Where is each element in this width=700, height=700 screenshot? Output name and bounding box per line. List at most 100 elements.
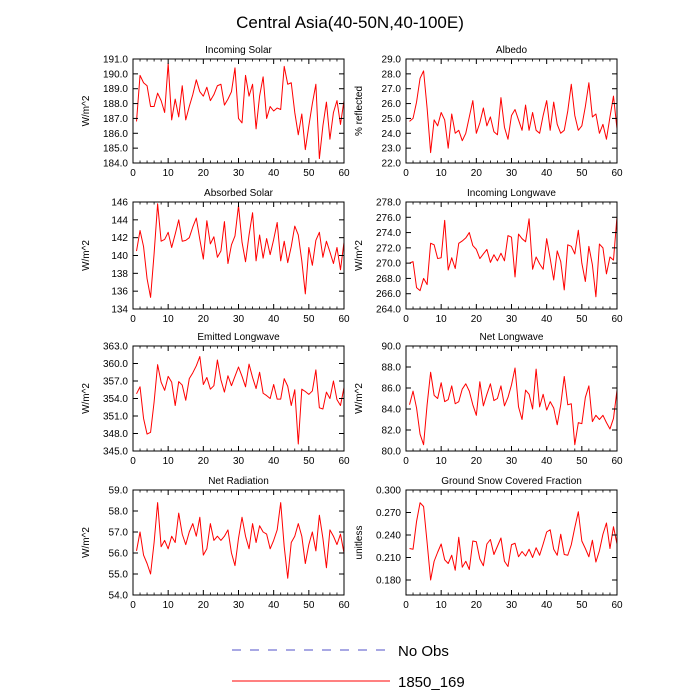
- y-tick-label: 144: [111, 215, 128, 226]
- y-tick-label: 360.0: [103, 359, 128, 370]
- x-tick-label: 60: [338, 168, 350, 179]
- x-tick-label: 50: [303, 600, 315, 611]
- figure-title: Central Asia(40-50N,40-100E): [236, 13, 464, 32]
- x-tick-label: 50: [576, 168, 588, 179]
- legend-label-1850-169: 1850_169: [398, 674, 465, 691]
- x-tick-label: 20: [198, 314, 210, 325]
- series-line-1850-169: [409, 367, 618, 446]
- series-line-1850-169: [136, 62, 345, 160]
- x-tick-label: 10: [163, 456, 175, 467]
- x-tick-label: 40: [541, 314, 553, 325]
- x-tick-label: 10: [163, 168, 175, 179]
- y-tick-label: 55.0: [109, 570, 129, 581]
- y-tick-label: 26.0: [382, 99, 402, 110]
- y-tick-label: 84.0: [382, 405, 402, 416]
- series-line-1850-169: [409, 216, 618, 298]
- x-tick-label: 40: [268, 600, 280, 611]
- panel-albedo: Albedo % reflected 0 10 20 30 40 50 60 22.0 23.0 24…: [354, 45, 623, 179]
- y-tick-label: 146: [111, 198, 128, 209]
- series-line-1850-169: [136, 356, 345, 445]
- y-tick-label: 345.0: [103, 447, 128, 458]
- x-tick-label: 30: [506, 600, 518, 611]
- x-tick-label: 40: [541, 168, 553, 179]
- x-tick-label: 0: [403, 314, 409, 325]
- panel-emitted-longwave: Emitted Longwave W/m^2 0 10 20 30 40 50 60 345.0 3…: [81, 332, 350, 467]
- panel-ground-snow-covered-fraction: Ground Snow Covered Fraction unitless 0 10 2…: [354, 476, 623, 611]
- y-tick-label: 28.0: [382, 69, 402, 80]
- y-tick-label: 188.0: [103, 99, 128, 110]
- x-tick-label: 0: [130, 314, 136, 325]
- y-axis-label: % reflected: [354, 86, 365, 136]
- panel-title: Ground Snow Covered Fraction: [441, 476, 582, 487]
- x-tick-label: 20: [471, 456, 483, 467]
- x-tick-label: 40: [268, 456, 280, 467]
- x-tick-label: 20: [471, 168, 483, 179]
- y-tick-label: 189.0: [103, 84, 128, 95]
- legend: No Obs 1850_169: [232, 643, 465, 691]
- y-tick-label: 184.0: [103, 159, 128, 170]
- y-axis-label: unitless: [354, 526, 365, 560]
- series-line-1850-169: [136, 502, 345, 579]
- panel-title: Incoming Solar: [205, 45, 272, 56]
- y-tick-label: 0.300: [376, 486, 401, 497]
- y-tick-label: 0.210: [376, 553, 401, 564]
- x-tick-label: 40: [541, 600, 553, 611]
- y-tick-label: 274.0: [376, 228, 401, 239]
- x-tick-label: 10: [163, 314, 175, 325]
- x-tick-label: 10: [436, 456, 448, 467]
- x-tick-label: 60: [338, 314, 350, 325]
- y-axis-label: W/m^2: [354, 383, 365, 414]
- y-tick-label: 276.0: [376, 213, 401, 224]
- x-tick-label: 30: [506, 168, 518, 179]
- x-tick-label: 60: [338, 600, 350, 611]
- x-tick-label: 0: [130, 600, 136, 611]
- x-tick-label: 50: [576, 456, 588, 467]
- y-tick-label: 270.0: [376, 259, 401, 270]
- x-tick-label: 0: [130, 168, 136, 179]
- x-tick-label: 20: [198, 168, 210, 179]
- x-tick-label: 30: [233, 168, 245, 179]
- x-tick-label: 60: [611, 314, 623, 325]
- y-tick-label: 191.0: [103, 55, 128, 66]
- x-tick-label: 50: [303, 456, 315, 467]
- y-axis-label: W/m^2: [81, 240, 92, 271]
- x-tick-label: 10: [436, 600, 448, 611]
- panel-title: Emitted Longwave: [197, 332, 280, 343]
- y-tick-label: 54.0: [109, 591, 129, 602]
- panel-absorbed-solar: Absorbed Solar W/m^2 0 10 20 30 40 50 60 134 136 13…: [81, 188, 350, 325]
- panel-net-longwave: Net Longwave W/m^2 0 10 20 30 40 50 60 80.0 82.0 84…: [354, 332, 623, 467]
- x-tick-label: 60: [338, 456, 350, 467]
- x-tick-label: 50: [576, 600, 588, 611]
- y-tick-label: 266.0: [376, 289, 401, 300]
- y-tick-label: 25.0: [382, 114, 402, 125]
- panels: Incoming Solar W/m^2 0 10 20 30 40 50 60 184.0 185…: [81, 45, 623, 611]
- panel-title: Net Radiation: [208, 476, 269, 487]
- panel-title: Absorbed Solar: [204, 188, 274, 199]
- series-line-1850-169: [409, 502, 618, 581]
- legend-label-no-obs: No Obs: [398, 643, 449, 660]
- y-tick-label: 56.0: [109, 549, 129, 560]
- y-tick-label: 88.0: [382, 363, 402, 374]
- x-tick-label: 50: [576, 314, 588, 325]
- x-tick-label: 0: [403, 456, 409, 467]
- y-tick-label: 278.0: [376, 198, 401, 209]
- x-tick-label: 30: [506, 456, 518, 467]
- plot-frame: [405, 489, 618, 596]
- x-tick-label: 30: [233, 456, 245, 467]
- panel-incoming-solar: Incoming Solar W/m^2 0 10 20 30 40 50 60 184.0 185…: [81, 45, 350, 179]
- x-tick-label: 20: [198, 600, 210, 611]
- y-tick-label: 348.0: [103, 429, 128, 440]
- y-axis-label: W/m^2: [81, 383, 92, 414]
- y-tick-label: 264.0: [376, 305, 401, 316]
- y-tick-label: 59.0: [109, 486, 129, 497]
- y-tick-label: 134: [111, 305, 128, 316]
- y-tick-label: 185.0: [103, 144, 128, 155]
- x-tick-label: 10: [436, 168, 448, 179]
- y-tick-label: 140: [111, 251, 128, 262]
- series-line-1850-169: [409, 70, 618, 154]
- series-line-1850-169: [136, 203, 345, 298]
- y-tick-label: 29.0: [382, 55, 402, 66]
- y-tick-label: 0.270: [376, 508, 401, 519]
- y-tick-label: 27.0: [382, 84, 402, 95]
